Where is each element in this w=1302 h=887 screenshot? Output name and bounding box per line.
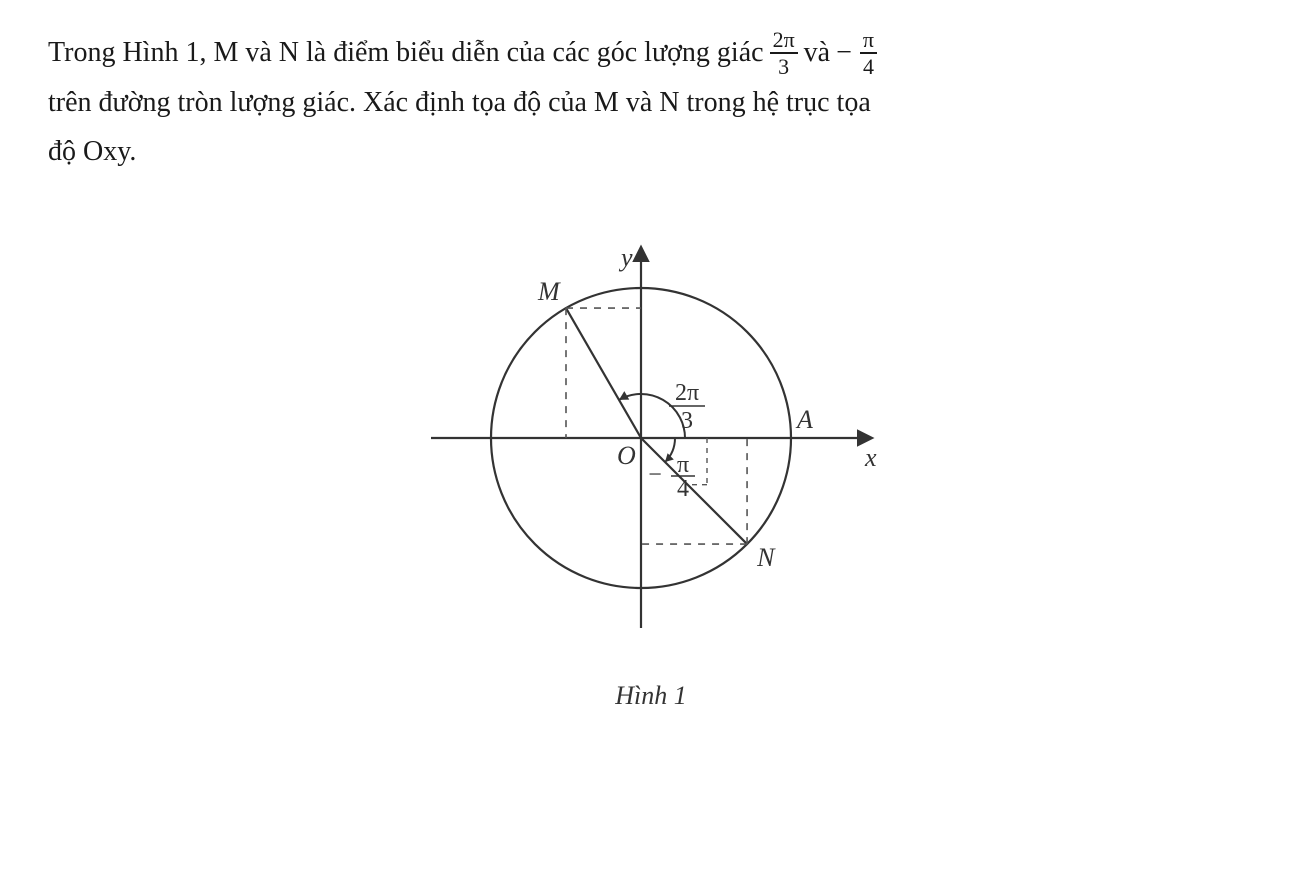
figure-container: Oy x A M N 2π3 −π4 Hình 1 xyxy=(48,228,1254,711)
line-3: độ Oxy. xyxy=(48,127,1254,176)
frac1-num: 2π xyxy=(770,28,798,51)
figure-svg: Oy x A M N 2π3 −π4 xyxy=(391,228,911,668)
svg-text:−: − xyxy=(648,462,662,488)
line-2: trên đường tròn lượng giác. Xác định tọa… xyxy=(48,78,1254,127)
frac2-num: π xyxy=(860,28,877,51)
problem-text: Trong Hình 1, M và N là điểm biểu diễn c… xyxy=(48,28,1254,176)
svg-text:π: π xyxy=(677,452,689,478)
svg-text:3: 3 xyxy=(681,408,693,434)
svg-text:M: M xyxy=(537,277,561,306)
svg-text:2π: 2π xyxy=(675,380,699,406)
svg-text:x: x xyxy=(864,443,877,472)
line-1: Trong Hình 1, M và N là điểm biểu diễn c… xyxy=(48,28,1254,78)
svg-text:A: A xyxy=(795,405,813,434)
svg-text:y: y xyxy=(618,243,633,272)
frac1-den: 3 xyxy=(775,55,792,78)
unit-circle-figure: Oy x A M N 2π3 −π4 Hình 1 xyxy=(391,228,911,711)
svg-text:4: 4 xyxy=(677,476,689,502)
figure-caption: Hình 1 xyxy=(391,681,911,711)
fraction-pi-4: π 4 xyxy=(860,28,877,78)
svg-text:O: O xyxy=(617,441,636,470)
minus-sign: − xyxy=(836,28,852,77)
fraction-2pi-3: 2π 3 xyxy=(770,28,798,78)
svg-text:N: N xyxy=(756,543,776,572)
line1-part-a: Trong Hình 1, M và N là điểm biểu diễn c… xyxy=(48,28,764,77)
frac2-den: 4 xyxy=(860,55,877,78)
line1-part-b: và xyxy=(804,28,830,77)
